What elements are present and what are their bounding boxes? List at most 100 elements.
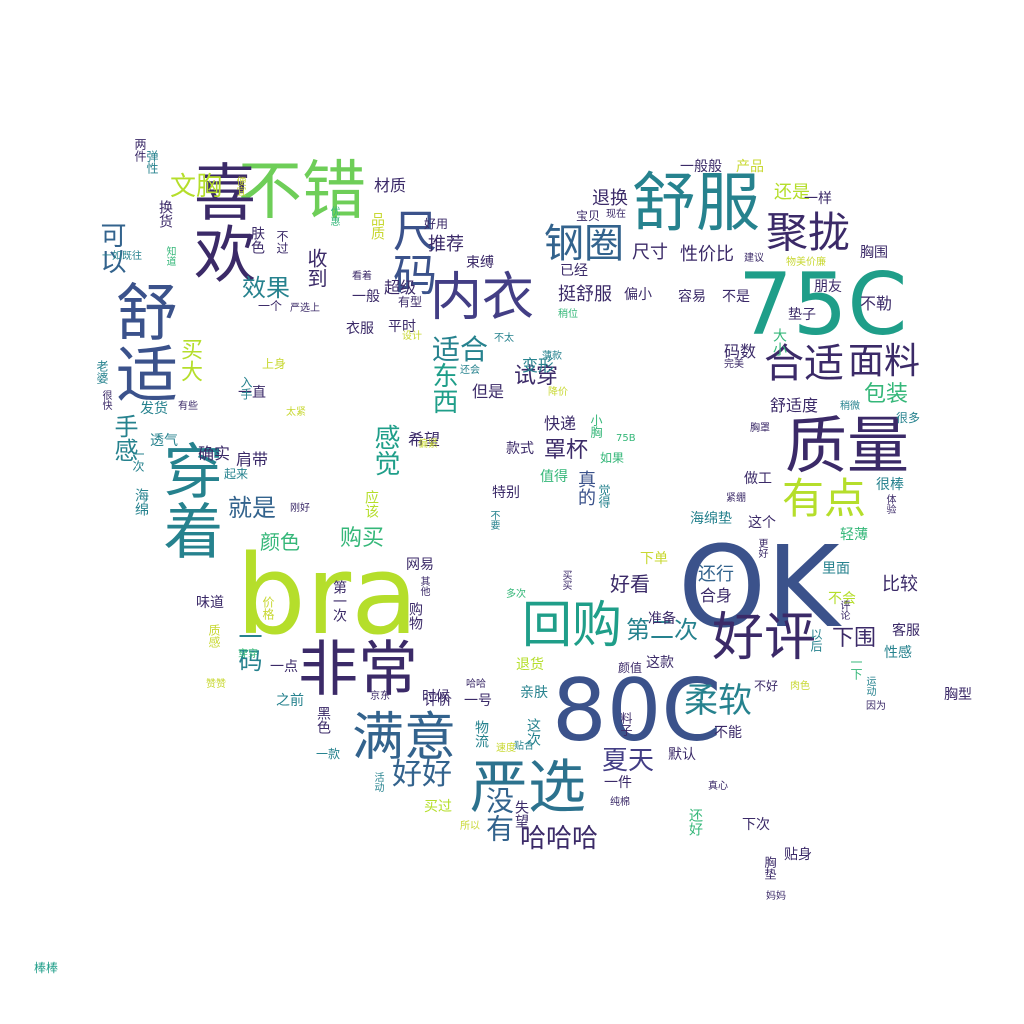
word: 棒棒 [34,961,59,975]
word: 其他 [418,576,429,596]
word: 75C [738,255,908,355]
word: 好好 [392,757,452,792]
word: 时候 [422,689,450,705]
word: 妈妈 [766,891,786,902]
word: 不能 [714,725,742,741]
word: 透气 [150,433,178,449]
word: 紧绷 [726,493,746,504]
word: 钢圈 [544,221,624,267]
word: 质量 [785,409,910,482]
word: 产品 [736,159,764,175]
word: 亲肤 [520,685,548,701]
word: 胸垫 [763,856,777,880]
word: 质感 [207,624,221,648]
word: 换货 [157,200,173,228]
word: 第一次 [331,580,347,622]
word: 合适 [764,341,844,387]
word: 因为 [866,701,886,712]
word: 胸型 [944,687,972,703]
word: 现在 [606,209,626,220]
word: 不好 [754,679,779,693]
word: 胸罩 [750,423,770,434]
word: 大小 [771,328,787,356]
word: 一下 [849,656,863,680]
word: 退货 [516,657,544,673]
word: 发货 [140,401,168,417]
word: 好用 [424,217,449,231]
word: 肤色 [249,226,265,254]
word: 老婆 [95,360,109,384]
word: 不错 [238,155,366,229]
word: 里面 [822,561,850,577]
word: 好评 [712,608,817,668]
word: 颜色 [260,530,300,554]
word: 料子 [619,712,633,736]
word: 夏天 [602,746,655,776]
word: 活动 [372,772,383,792]
word: 客服 [892,623,920,639]
word: 效果 [242,274,290,302]
word: 小胸 [589,414,603,438]
word: 朋友 [814,279,842,295]
word: 运动 [864,676,875,696]
word: 赞赞 [206,679,226,690]
word: 不过 [275,230,289,254]
word: 这款 [646,655,674,671]
word: 穿穿 [238,649,258,660]
word: 挺舒服 [558,284,612,305]
word: 已经 [560,263,588,279]
word: 不勒 [860,294,893,313]
word: 味道 [196,595,224,611]
word: 合身 [700,586,733,605]
word: 一样 [804,191,832,207]
word: 京东 [370,691,390,702]
word: 满意 [352,708,457,768]
word: 做工 [744,471,772,487]
word: 材质 [374,176,407,195]
word: 多次 [506,589,526,600]
word: 舒适度 [770,396,819,415]
word: 没有 [482,786,515,842]
word: 希望 [408,430,441,449]
word: 这个 [748,515,776,531]
word: 垫子 [788,307,816,323]
word: 下单 [640,551,668,567]
word: 很多 [896,411,921,425]
word: 评论 [838,600,849,620]
word: 黑色 [315,706,331,734]
word: 就是 [228,494,276,522]
word: 速度 [496,743,516,754]
word: 以后 [809,628,823,652]
word: 文胸 [170,172,223,202]
word: 有点 [782,474,867,523]
word: 75B [616,433,636,444]
word: 价格 [261,596,275,620]
word: 变形 [522,356,555,375]
word: 还是 [774,182,810,203]
word: 有些 [178,401,198,412]
word: 推荐 [428,234,464,255]
word: 平时 [388,319,416,335]
word: 肉色 [790,681,810,692]
word: OK [678,523,840,653]
word: 之前 [276,693,304,709]
word: 第二次 [626,616,698,644]
word: 一直 [238,385,266,401]
word: 两件 [133,138,147,162]
word: 束缚 [466,255,494,271]
word: 东西 [428,362,458,414]
word: 设计 [402,331,422,342]
word: 码数 [724,342,757,361]
word: 不是 [722,289,750,305]
word: 严选 [470,753,587,821]
word: 聚拢 [766,208,851,257]
word: 柔软 [684,681,752,721]
word: 很棒 [876,477,904,493]
word: 真心 [708,781,728,792]
word: 款式 [506,441,534,457]
word: 稍位 [558,309,578,320]
word: 胸围 [860,245,888,261]
word: 便宜 [234,176,245,196]
word: 比较 [882,574,918,595]
